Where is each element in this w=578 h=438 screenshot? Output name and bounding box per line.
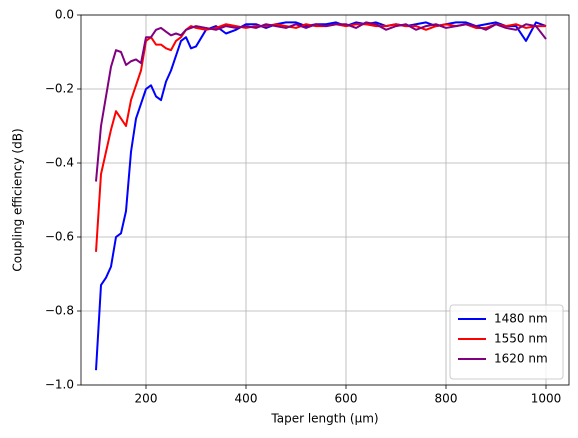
x-axis-label: Taper length (μm) [270,412,378,426]
y-axis-label: Coupling efficiency (dB) [11,128,25,271]
y-tick-label: −0.8 [45,304,74,318]
line-series [95,23,546,252]
y-tick-label: −0.2 [45,82,74,96]
legend-box [449,304,564,380]
y-tick-label: −0.4 [45,156,74,170]
x-tick-label: 200 [135,392,158,406]
legend-label: 1550 nm [494,332,548,346]
x-tick-label: 800 [435,392,458,406]
line-series [95,21,547,182]
y-tick-label: −1.0 [45,378,74,392]
plot-frame [80,14,570,386]
x-tick-label: 400 [235,392,258,406]
y-tick-label: 0.0 [55,8,74,22]
legend-label: 1620 nm [494,352,548,366]
x-tick-label: 600 [335,392,358,406]
legend-label: 1480 nm [494,312,548,326]
y-tick-label: −0.6 [45,230,74,244]
x-tick-label: 1000 [531,392,562,406]
